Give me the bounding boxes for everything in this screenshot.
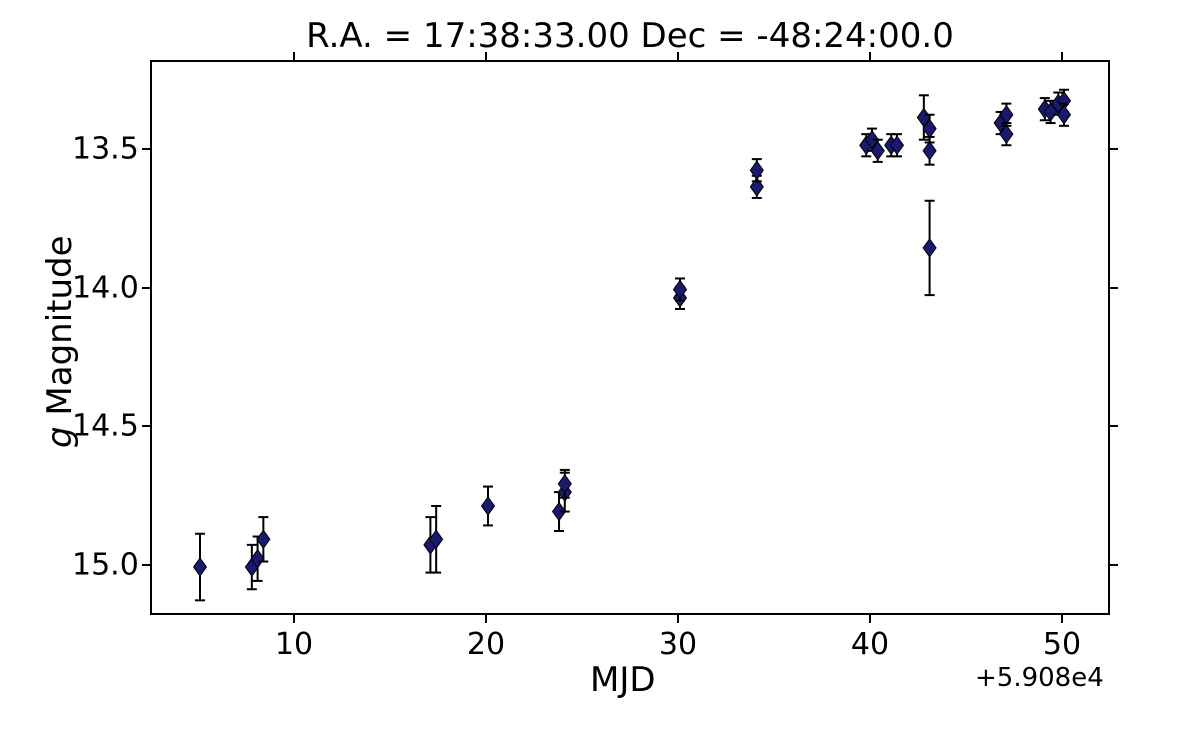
x-tick-label: 50 xyxy=(1043,627,1081,662)
y-tick xyxy=(1110,425,1118,427)
x-tick xyxy=(1061,615,1063,623)
y-tick-label: 14.5 xyxy=(72,409,136,444)
y-tick xyxy=(1110,287,1118,289)
y-tick-label: 15.0 xyxy=(72,548,136,583)
y-tick xyxy=(1110,564,1118,566)
y-tick xyxy=(142,148,150,150)
x-tick xyxy=(677,52,679,60)
x-tick xyxy=(485,52,487,60)
y-tick xyxy=(142,287,150,289)
y-tick-label: 14.0 xyxy=(72,270,136,305)
x-tick-label: 30 xyxy=(659,627,697,662)
x-tick xyxy=(677,615,679,623)
x-axis-offset: +5.908e4 xyxy=(975,663,1104,693)
y-tick xyxy=(142,564,150,566)
x-tick xyxy=(485,615,487,623)
x-tick-label: 40 xyxy=(851,627,889,662)
x-tick xyxy=(293,615,295,623)
plot-area xyxy=(150,60,1110,615)
y-tick xyxy=(142,425,150,427)
x-tick-label: 20 xyxy=(467,627,505,662)
ylabel-rest: Magnitude xyxy=(40,235,80,426)
x-axis-label: MJD xyxy=(590,660,656,700)
x-tick xyxy=(869,52,871,60)
x-tick xyxy=(869,615,871,623)
x-tick xyxy=(293,52,295,60)
y-tick xyxy=(1110,148,1118,150)
figure: R.A. = 17:38:33.00 Dec = -48:24:00.0 g M… xyxy=(0,0,1200,741)
y-tick-label: 13.5 xyxy=(72,131,136,166)
data-markers xyxy=(152,62,1112,617)
x-tick-label: 10 xyxy=(275,627,313,662)
x-tick xyxy=(1061,52,1063,60)
chart-title: R.A. = 17:38:33.00 Dec = -48:24:00.0 xyxy=(150,16,1110,56)
